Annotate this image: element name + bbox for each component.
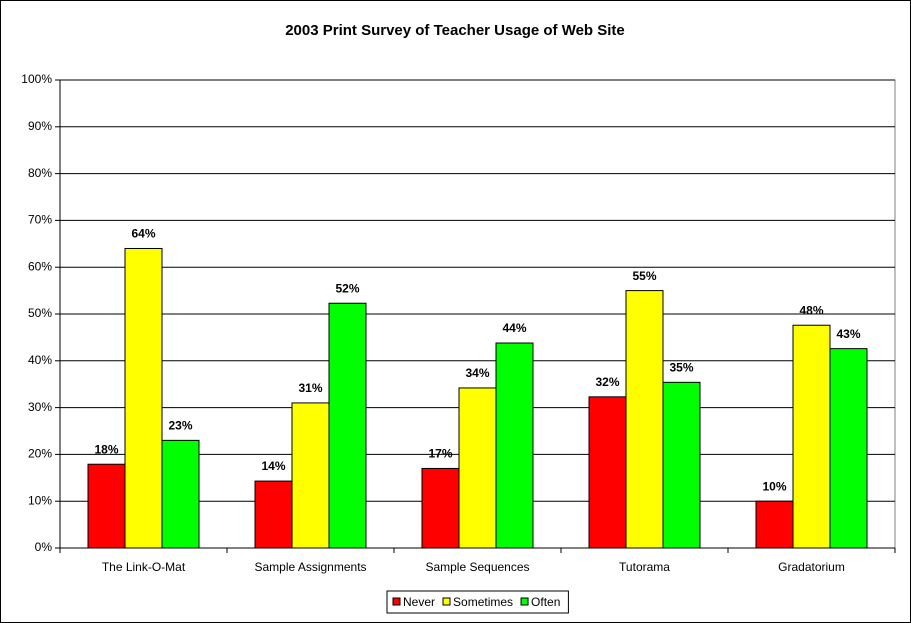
y-tick-label: 90% — [28, 119, 52, 133]
legend-swatch — [442, 597, 451, 606]
y-tick-label: 40% — [28, 353, 52, 367]
bar — [458, 387, 497, 549]
data-label: 55% — [632, 269, 656, 283]
y-tick-label: 80% — [28, 166, 52, 180]
bar — [87, 463, 126, 549]
legend — [386, 590, 569, 614]
legend-label: Sometimes — [453, 595, 513, 609]
legend-swatch — [520, 597, 529, 606]
y-tick-label: 100% — [21, 72, 52, 86]
x-tick-label: Sample Assignments — [254, 560, 366, 574]
x-tick-label: Gradatorium — [778, 560, 845, 574]
x-tick-label: Tutorama — [619, 560, 670, 574]
data-label: 17% — [428, 447, 452, 461]
bar — [792, 324, 831, 549]
bar — [328, 302, 367, 549]
data-label: 35% — [669, 360, 693, 374]
data-label: 34% — [465, 366, 489, 380]
data-label: 48% — [799, 303, 823, 317]
x-tick-label: Sample Sequences — [425, 560, 529, 574]
bar — [421, 467, 460, 549]
chart-title: 2003 Print Survey of Teacher Usage of We… — [285, 22, 625, 39]
y-tick-label: 60% — [28, 259, 52, 273]
y-tick-label: 30% — [28, 400, 52, 414]
bar — [495, 342, 534, 549]
legend-label: Never — [403, 595, 435, 609]
data-label: 18% — [94, 442, 118, 456]
data-label: 52% — [335, 281, 359, 295]
legend-label: Often — [531, 595, 560, 609]
bar — [124, 247, 163, 549]
bar — [161, 439, 200, 549]
y-tick-label: 70% — [28, 213, 52, 227]
data-label: 44% — [502, 321, 526, 335]
data-label: 64% — [131, 227, 155, 241]
bar — [625, 290, 664, 549]
data-label: 32% — [595, 375, 619, 389]
y-tick-label: 20% — [28, 447, 52, 461]
y-tick-label: 10% — [28, 493, 52, 507]
data-label: 31% — [298, 381, 322, 395]
bar — [254, 480, 293, 549]
data-label: 43% — [836, 327, 860, 341]
bar — [755, 500, 794, 549]
data-label: 14% — [261, 459, 285, 473]
bar — [662, 381, 701, 549]
x-tick-label: The Link-O-Mat — [102, 560, 186, 574]
y-tick-label: 50% — [28, 306, 52, 320]
data-label: 23% — [168, 419, 192, 433]
y-tick-label: 0% — [35, 540, 53, 554]
bar — [829, 348, 868, 549]
legend-swatch — [392, 597, 401, 606]
bar — [291, 402, 330, 549]
data-label: 10% — [762, 479, 786, 493]
bar — [588, 396, 627, 549]
